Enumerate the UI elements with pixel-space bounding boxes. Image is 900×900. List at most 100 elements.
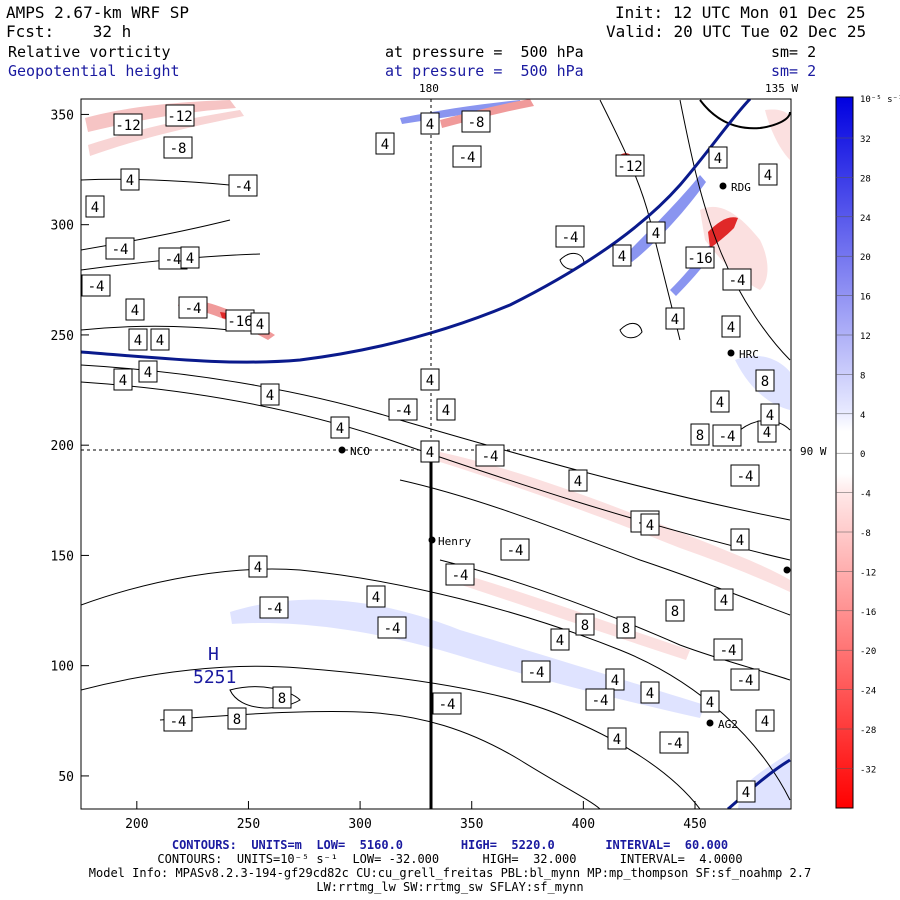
contour-label: -4 [445,563,475,586]
contour-label-text: 8 [622,621,630,637]
station-markers: RDG HRC NCO Henry AG2 [338,181,791,731]
colorbar-level-label: 24 [860,214,871,224]
station-dot-henry [428,536,436,544]
valid-time: Valid: 20 UTC Tue 02 Dec 25 [606,22,867,41]
contour-label: -16 [685,246,715,269]
contour-label: 4 [568,469,588,492]
colorbar-level-label: -20 [860,647,876,657]
contour-label-text: 4 [574,474,582,490]
contour-label-text: 4 [186,251,194,267]
contour-label: 4 [714,588,734,611]
contour-label: 4 [665,307,685,330]
contour-label-text: 4 [119,373,127,389]
contour-label-text: 4 [706,695,714,711]
colorbar-level-label: -4 [860,490,871,500]
colorbar: 10⁻⁵ s⁻¹ 32 28 24 20 16 12 8 4 0 -4 -8 -12 -16 -20 -24… [835,95,900,809]
contour-label: -4 [475,444,505,467]
colorbar-level-label: 32 [860,135,871,145]
contour-label: 4 [710,390,730,413]
contour-label-text: -4 [439,697,456,713]
vorticity-fill-positive [230,599,705,718]
contour-label-text: -4 [729,273,746,289]
footer-line-4: LW:rrtmg_lw SW:rrtmg_sw SFLAY:sf_mynn [316,880,584,894]
contour-label: -4 [585,688,615,711]
contour-label-text: 4 [156,333,164,349]
contour-label-text: 4 [372,590,380,606]
contour-label: 4 [605,668,625,691]
contour-label: -12 [113,113,143,136]
contour-label-text: 4 [618,249,626,265]
contour-label-text: -16 [687,251,712,267]
contour-label-text: 4 [381,137,389,153]
contour-label-text: -4 [88,279,105,295]
high-center-letter: H [208,644,219,665]
contour-label: 4 [640,681,660,704]
footer-line-3: Model Info: MPASv8.2.3-194-gf29cd82c CU:… [88,866,812,880]
y-tick-label: 200 [51,439,74,454]
contour-label-text: -4 [235,179,252,195]
colorbar-level-label: -32 [860,765,876,775]
contour-label-text: -4 [112,242,129,258]
colorbar-level-label: 8 [860,371,865,381]
contour-label-text: -4 [185,301,202,317]
colorbar-level-label: 16 [860,293,871,303]
contour-label-text: -12 [167,109,192,125]
contour-label: 4 [607,727,627,750]
contour-label-text: 8 [233,712,241,728]
contour-label-text: 8 [761,374,769,390]
contour-label: 4 [755,709,775,732]
contour-label: 4 [375,132,395,155]
contour-label: 4 [736,780,756,803]
station-label-henry: Henry [438,535,471,548]
contour-label-text: 4 [671,312,679,328]
station-dot-hrc [727,349,735,357]
contour-label-text: 4 [126,173,134,189]
contour-label: -4 [452,145,482,168]
contour-label: -4 [163,709,193,732]
contour-label: -4 [377,616,407,639]
colorbar-level-label: -24 [860,687,876,697]
footer-line-2: CONTOURS: UNITS=10⁻⁵ s⁻¹ LOW= -32.000 HI… [157,852,743,866]
meridian-label-180: 180 [419,82,439,95]
contour-label-text: 4 [736,533,744,549]
contour-label: -12 [165,104,195,127]
contour-label-text: 4 [646,518,654,534]
contour-label: -4 [500,538,530,561]
contour-label-text: 4 [611,673,619,689]
field1-name: Relative vorticity [8,43,171,61]
colorbar-level-label: 28 [860,174,871,184]
contour-label: 4 [420,368,440,391]
contour-label: 4 [758,163,778,186]
x-tick-label: 450 [683,817,706,832]
vorticity-fill-negative [440,452,790,592]
parallel-label-90w: 90 W [800,445,827,458]
contour-label: 4 [85,195,105,218]
vorticity-fill-negative [88,110,244,156]
contour-label-text: -4 [592,693,609,709]
contour-label-text: 4 [426,445,434,461]
meridian-label-135w: 135 W [765,82,798,95]
contour-label: 4 [120,168,140,191]
contour-label-text: -4 [266,601,283,617]
contour-label: -12 [615,154,645,177]
x-tick-label: 200 [125,817,148,832]
contour-label: -4 [730,464,760,487]
y-tick-label: 150 [51,549,74,564]
x-tick-label: 250 [237,817,260,832]
contour-label: -4 [388,398,418,421]
y-tick-label: 350 [51,108,74,123]
contour-label: -16 [225,309,255,332]
contour-label-text: -4 [395,403,412,419]
colorbar-unit: 10⁻⁵ s⁻¹ [860,95,900,105]
vorticity-fill-negative [708,217,738,248]
contour-label: 8 [755,369,775,392]
contour-label-text: -4 [507,543,524,559]
field2-level: at pressure = 500 hPa [385,62,584,80]
contour-label: -4 [555,225,585,248]
contour-label-text: -4 [459,150,476,166]
contour-label: 8 [665,599,685,622]
contour-label-text: 8 [671,604,679,620]
contour-label: 4 [180,246,200,269]
station-label-nco: NCO [350,445,370,458]
